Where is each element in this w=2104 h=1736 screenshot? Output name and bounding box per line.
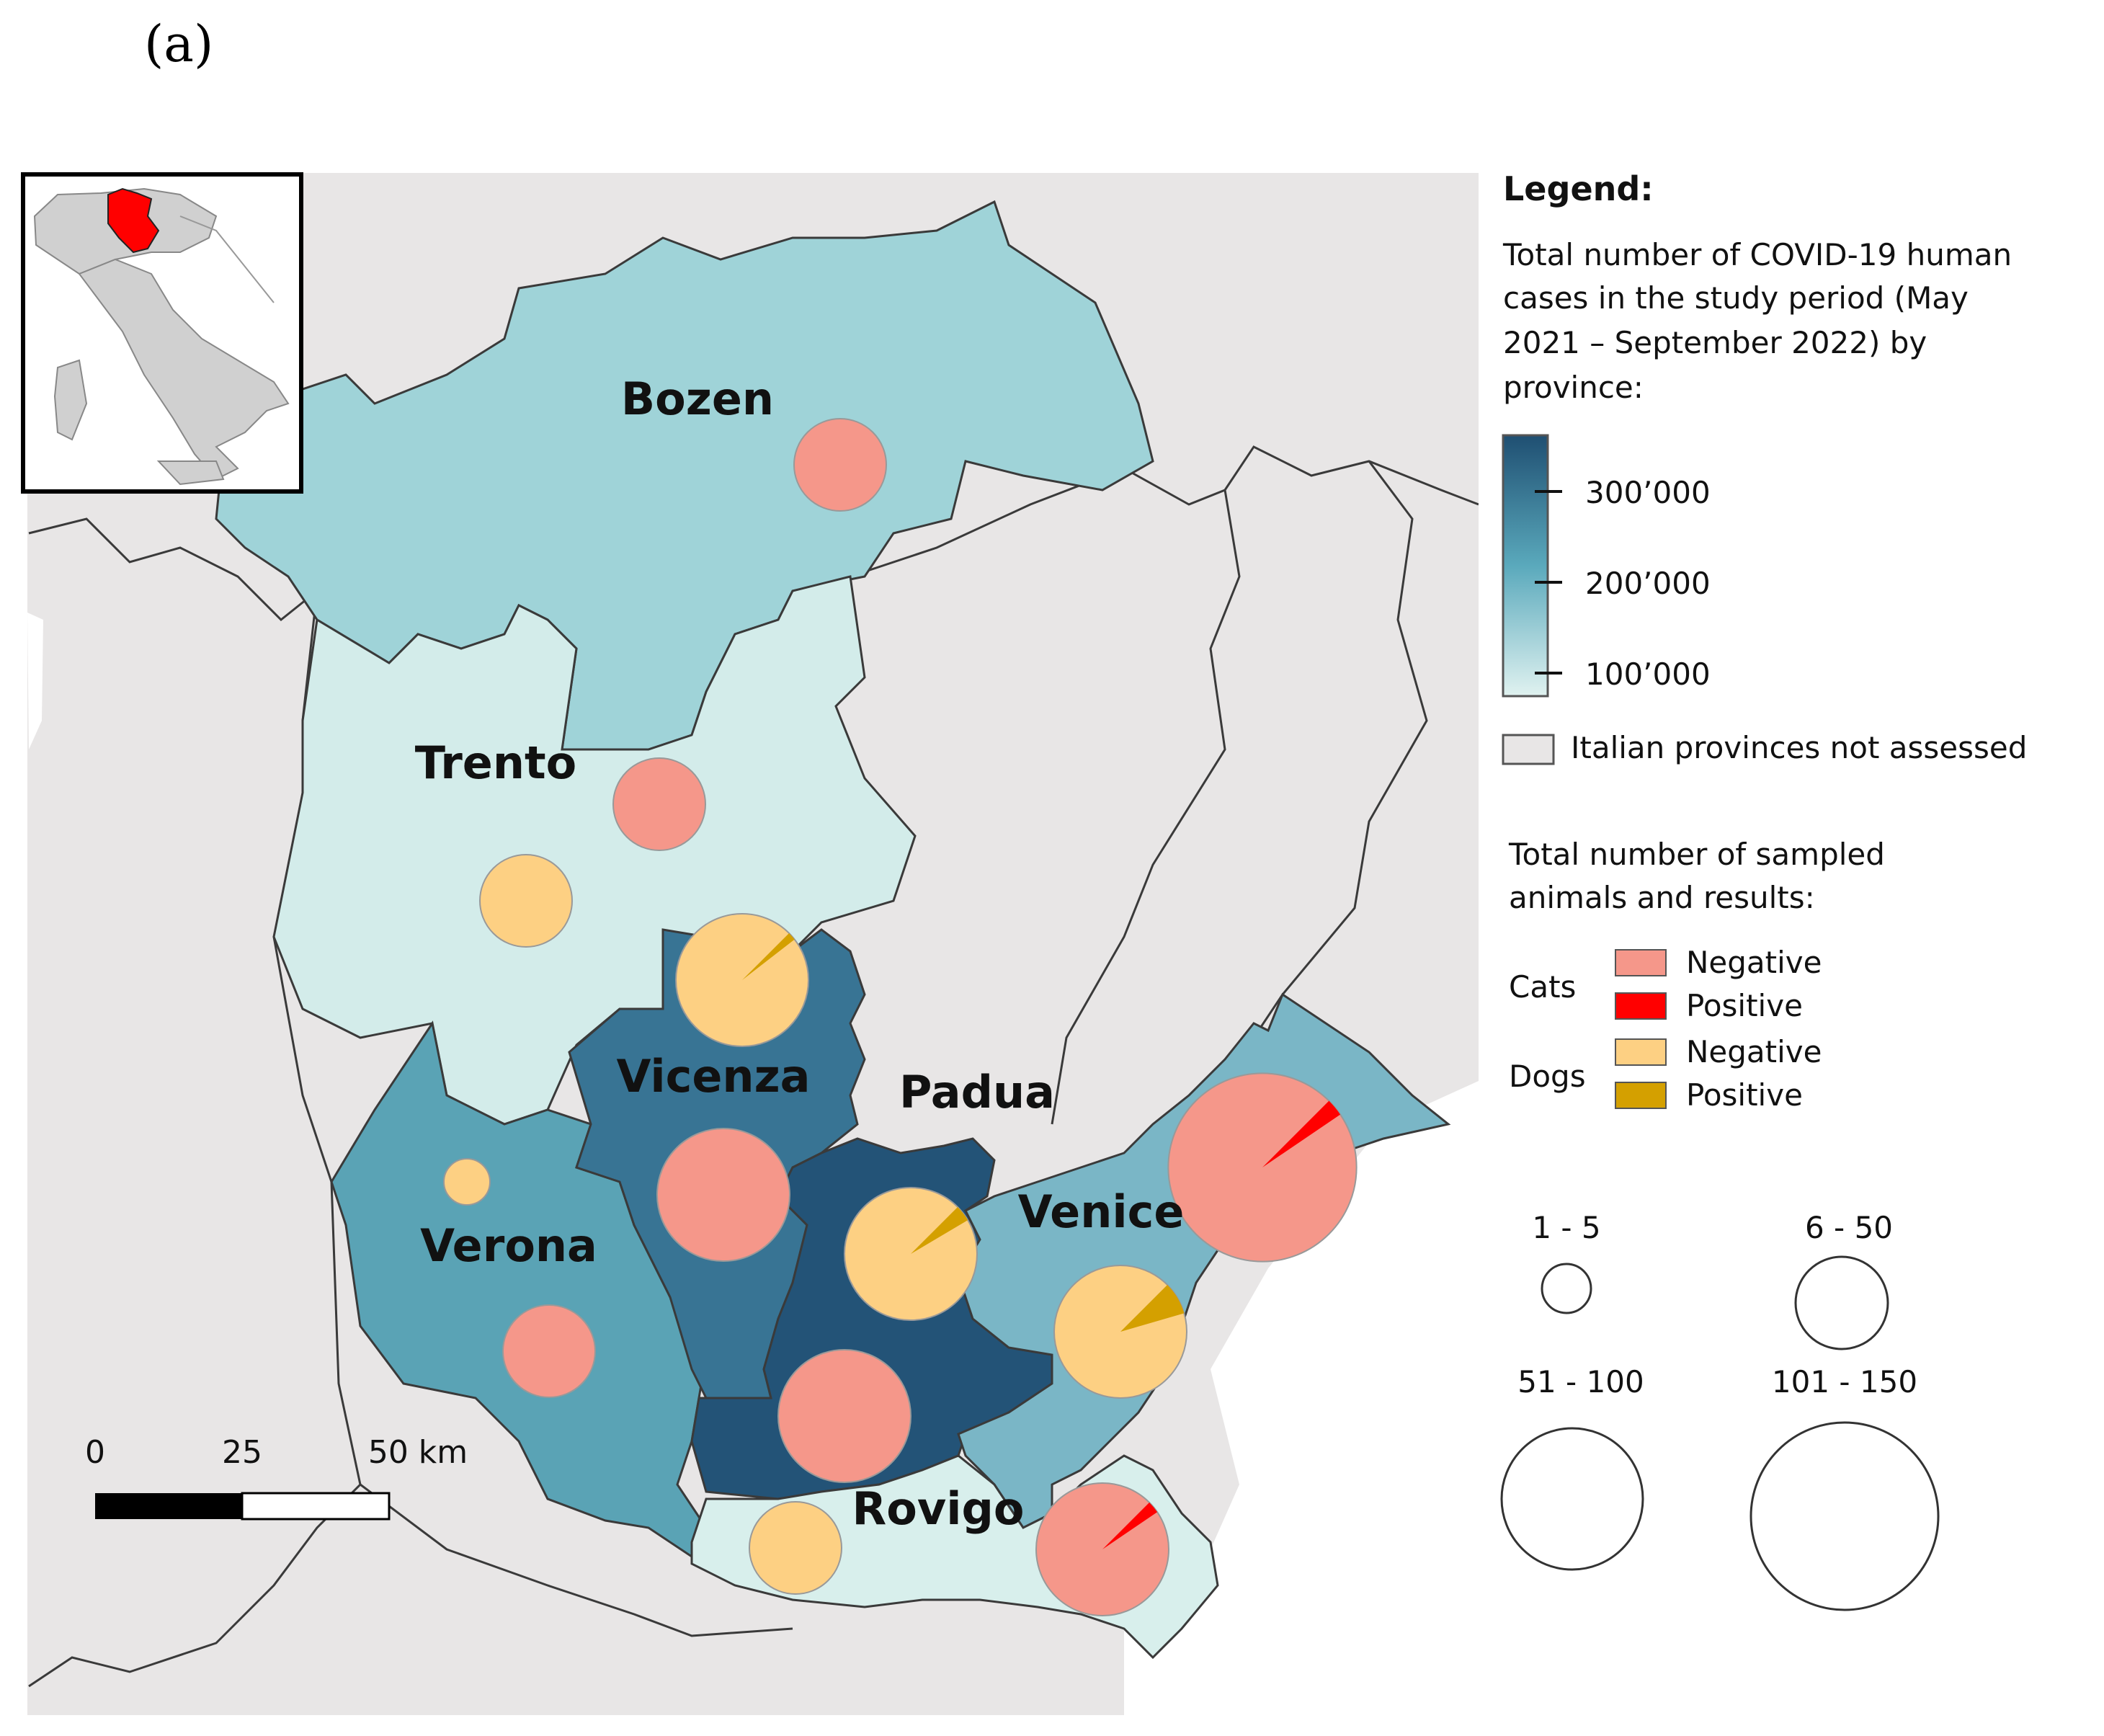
- scale-tick-0: 0: [85, 1434, 105, 1471]
- pie-slice-positive-rovigo-cats: [1102, 1502, 1158, 1549]
- scale-bar: 0 25 50 km: [85, 1434, 468, 1521]
- animals-title-line-1: Total number of sampled: [1508, 837, 1885, 872]
- pie-slice-positive-venice-dogs: [1120, 1284, 1185, 1332]
- pie-verona-cats: [502, 1304, 596, 1398]
- size-label-1-5: 1 - 5: [1532, 1210, 1600, 1245]
- pie-slice-positive-venice-cats: [1262, 1100, 1341, 1167]
- size-circle-101-150: [1749, 1421, 1940, 1611]
- not-assessed-swatch: [1502, 734, 1555, 765]
- scale-bar-white: [241, 1492, 391, 1521]
- inset-study-area: [107, 187, 160, 254]
- cases-title-line-1: Total number of COVID-19 human: [1502, 237, 2012, 272]
- province-label-verona: Verona: [420, 1219, 597, 1272]
- province-label-padua: Padua: [899, 1066, 1055, 1118]
- cats-negative-swatch: [1615, 949, 1667, 976]
- pie-trento-dogs: [479, 854, 573, 948]
- pie-rovigo-dogs: [749, 1501, 842, 1595]
- legend-title: Legend:: [1503, 169, 1654, 208]
- cases-color-ramp: [1502, 434, 1549, 698]
- cats-positive-swatch: [1615, 992, 1667, 1020]
- dogs-positive-label: Positive: [1686, 1077, 1803, 1113]
- not-assessed-label: Italian provinces not assessed: [1571, 730, 2027, 765]
- scale-tick-50: 50 km: [368, 1434, 468, 1471]
- province-label-vicenza: Vicenza: [616, 1050, 810, 1103]
- pie-vicenza-cats: [656, 1128, 790, 1262]
- size-circle-51-100: [1500, 1427, 1644, 1571]
- ramp-label-200k: 200’000: [1585, 566, 1711, 601]
- pie-trento-cats: [612, 757, 706, 851]
- province-labels: Bozen Trento Verona Vicenza Padua Venice Rovig…: [415, 373, 1185, 1535]
- size-label-6-50: 6 - 50: [1805, 1210, 1893, 1245]
- cats-positive-label: Positive: [1686, 988, 1803, 1023]
- size-circle-6-50: [1794, 1255, 1889, 1350]
- ramp-label-300k: 300’000: [1585, 475, 1711, 510]
- pie-slice-positive-padua-dogs: [911, 1206, 968, 1254]
- scale-bar-black: [95, 1493, 242, 1519]
- province-label-trento: Trento: [415, 736, 576, 789]
- dogs-negative-label: Negative: [1686, 1034, 1822, 1069]
- dogs-positive-swatch: [1615, 1082, 1667, 1109]
- size-circle-1-5: [1541, 1263, 1592, 1314]
- inset-sicily: [156, 460, 225, 486]
- cases-title-line-3: 2021 – September 2022) by: [1503, 325, 1927, 360]
- animals-title-line-2: animals and results:: [1509, 880, 1815, 915]
- cats-label: Cats: [1509, 969, 1576, 1005]
- border-west: [28, 517, 362, 1688]
- province-label-bozen: Bozen: [621, 373, 774, 425]
- ramp-label-100k: 100’000: [1585, 656, 1711, 692]
- inset-italy-peninsula: [78, 258, 290, 481]
- cases-title-line-2: cases in the study period (May: [1503, 280, 1969, 316]
- dogs-label: Dogs: [1509, 1059, 1586, 1094]
- inset-sardinia: [53, 359, 88, 441]
- dogs-negative-swatch: [1615, 1038, 1667, 1066]
- pie-padua-cats: [777, 1349, 911, 1483]
- inset-coast: [179, 215, 275, 303]
- pie-verona-dogs: [443, 1158, 491, 1206]
- province-label-rovigo: Rovigo: [852, 1482, 1025, 1535]
- border-inner-east: [1051, 489, 1241, 1125]
- sea-west: [27, 613, 43, 749]
- inset-map: [21, 172, 303, 494]
- panel-label: (a): [144, 14, 214, 74]
- border-south: [360, 1483, 793, 1637]
- pie-slice-positive-vicenza-dogs: [742, 932, 795, 980]
- scale-tick-25: 25: [222, 1434, 262, 1471]
- sample-pies: [443, 418, 1358, 1616]
- map-area: Bozen Trento Verona Vicenza Padua Venice Rovig…: [27, 173, 1479, 1715]
- pie-bozen-cats: [793, 418, 887, 512]
- province-label-venice: Venice: [1018, 1185, 1185, 1238]
- size-label-101-150: 101 - 150: [1772, 1364, 1917, 1399]
- cases-title-line-4: province:: [1503, 370, 1644, 405]
- legend: Legend: Total number of COVID-19 human c…: [1500, 169, 2027, 1611]
- border-far-east: [1252, 460, 1428, 1038]
- cats-negative-label: Negative: [1686, 945, 1822, 980]
- size-label-51-100: 51 - 100: [1517, 1364, 1644, 1399]
